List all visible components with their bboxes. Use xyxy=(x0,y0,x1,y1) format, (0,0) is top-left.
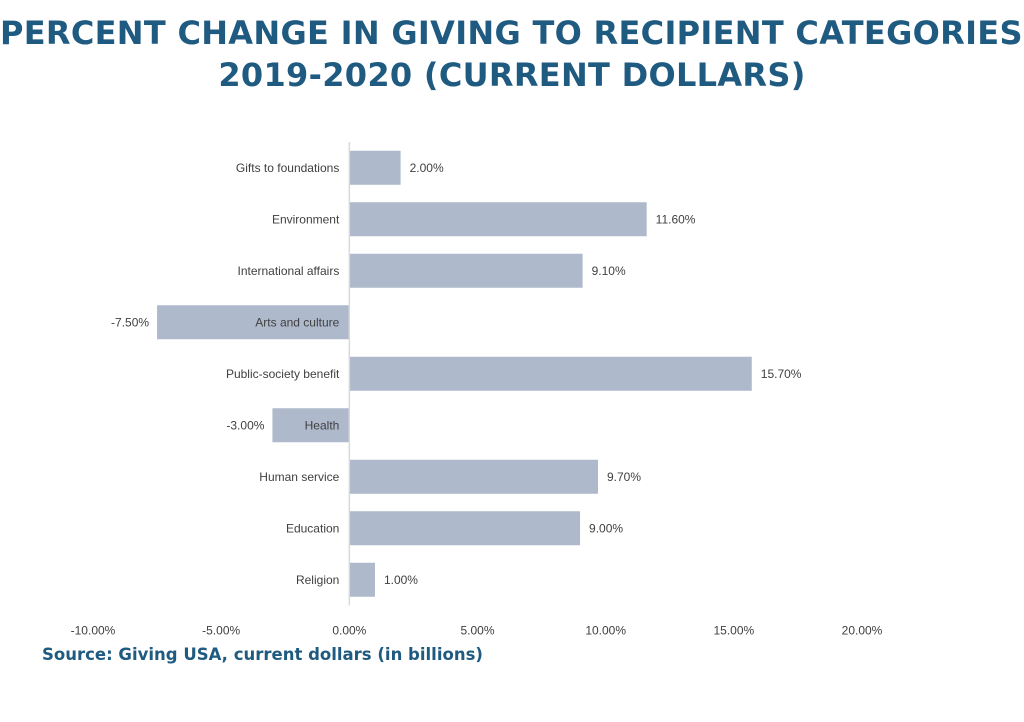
bar xyxy=(349,562,375,597)
category-label: International affairs xyxy=(237,264,339,278)
category-label: Public-society benefit xyxy=(226,367,340,381)
category-label: Health xyxy=(305,418,340,432)
category-label: Arts and culture xyxy=(255,315,339,329)
category-label: Environment xyxy=(272,212,340,226)
bar xyxy=(272,408,350,443)
data-label: 9.70% xyxy=(607,470,641,484)
data-label: 9.10% xyxy=(592,264,626,278)
x-tick-label: 5.00% xyxy=(460,624,494,638)
x-tick-label: 10.00% xyxy=(585,624,626,638)
bar xyxy=(157,305,350,340)
category-label: Education xyxy=(286,521,339,535)
x-tick-label: 0.00% xyxy=(332,624,366,638)
x-tick-label: -10.00% xyxy=(71,624,116,638)
chart-title-line-2: 2019-2020 (CURRENT DOLLARS) xyxy=(218,56,806,94)
source-note: Source: Giving USA, current dollars (in … xyxy=(42,645,483,664)
x-tick-label: -5.00% xyxy=(202,624,240,638)
bar xyxy=(349,253,583,288)
data-label: 15.70% xyxy=(761,367,802,381)
category-label: Religion xyxy=(296,573,339,587)
x-tick-label: 15.00% xyxy=(713,624,754,638)
chart-title-line-1: PERCENT CHANGE IN GIVING TO RECIPIENT CA… xyxy=(0,14,1024,52)
category-label: Gifts to foundations xyxy=(236,161,339,175)
data-label: -7.50% xyxy=(111,315,149,329)
bar-chart: Gifts to foundations 2.00% Environment 11.6… xyxy=(71,142,883,638)
bar xyxy=(349,459,598,494)
bar xyxy=(349,150,401,185)
chart-title: PERCENT CHANGE IN GIVING TO RECIPIENT CA… xyxy=(0,12,1024,96)
data-label: -3.00% xyxy=(226,418,264,432)
bar xyxy=(349,202,647,237)
data-label: 1.00% xyxy=(384,573,418,587)
x-tick-label: 20.00% xyxy=(842,624,883,638)
bar xyxy=(349,511,581,546)
data-label: 2.00% xyxy=(410,161,444,175)
bar xyxy=(349,356,752,391)
category-label: Human service xyxy=(259,470,339,484)
data-label: 11.60% xyxy=(656,212,696,226)
data-label: 9.00% xyxy=(589,521,623,535)
